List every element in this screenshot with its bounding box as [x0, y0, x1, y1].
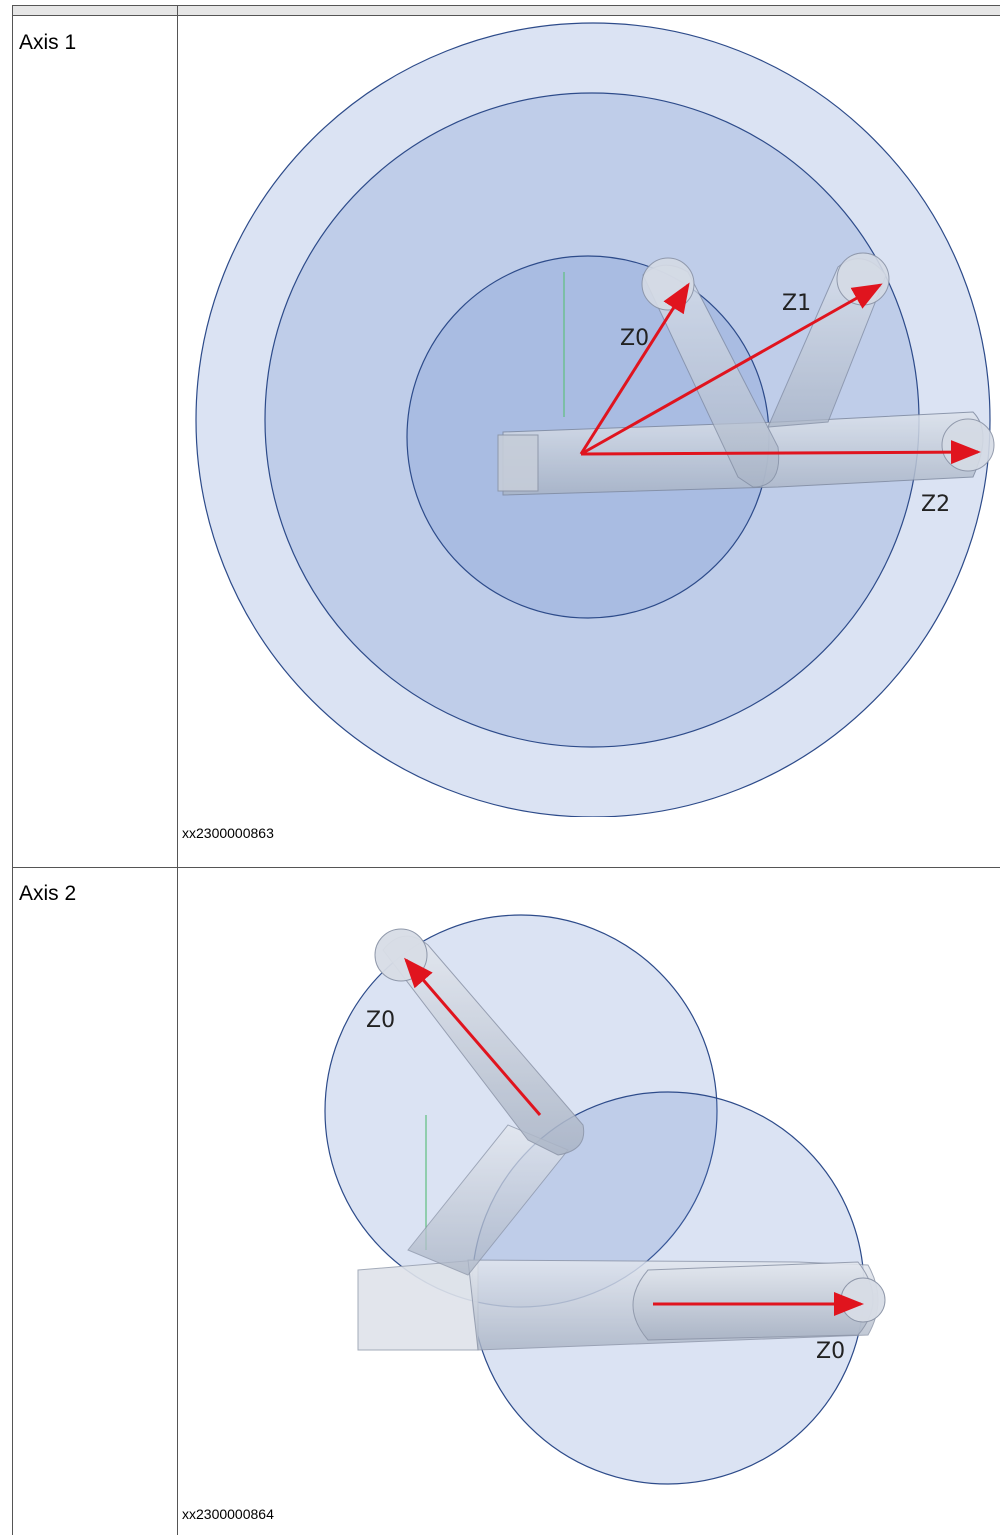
- table-header-left: [12, 5, 177, 16]
- zone-label-z0: Z0: [620, 326, 649, 351]
- arrow-z0: [579, 282, 690, 455]
- axis-1-figure: Z0 Z1 Z2: [178, 17, 1000, 817]
- table-header-right: [177, 5, 1000, 16]
- table-row-divider: [12, 867, 1000, 868]
- axis-2-figure: Z0 Z0: [178, 880, 1000, 1500]
- arrow-z2: [580, 440, 981, 465]
- row-label-axis-2: Axis 2: [19, 882, 77, 905]
- zone-label-upper-z0: Z0: [366, 1008, 395, 1033]
- arrow-upper-z0: [404, 957, 542, 1116]
- table-border-left: [12, 5, 13, 1535]
- figure-id-axis-1: xx2300000863: [182, 825, 274, 841]
- zone-label-z2: Z2: [921, 492, 950, 517]
- figure-id-axis-2: xx2300000864: [182, 1506, 274, 1522]
- zone-label-lower-z0: Z0: [816, 1339, 845, 1364]
- arrow-z1: [580, 283, 883, 456]
- zone-label-z1: Z1: [782, 291, 811, 316]
- row-label-axis-1: Axis 1: [19, 31, 77, 54]
- table-column-divider: [177, 5, 178, 1535]
- zone-circle-z2: [195, 22, 991, 817]
